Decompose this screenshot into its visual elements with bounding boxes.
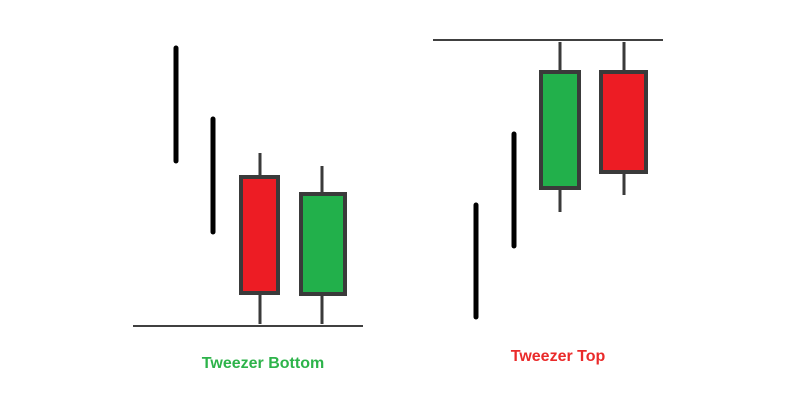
candle-body bbox=[539, 70, 581, 190]
bullish-candle bbox=[539, 42, 581, 212]
tweezer-top-pattern bbox=[433, 39, 663, 320]
tweezer-bottom-caption: Tweezer Bottom bbox=[201, 355, 325, 372]
candle-body bbox=[599, 70, 648, 174]
bearish-candle bbox=[599, 42, 648, 195]
tweezer-bottom-pattern bbox=[133, 45, 363, 327]
tweezer-top-caption: Tweezer Top bbox=[510, 348, 606, 365]
candle-body bbox=[239, 175, 280, 295]
bearish-candle bbox=[239, 153, 280, 324]
candle-body bbox=[299, 192, 347, 296]
bullish-candle bbox=[299, 166, 347, 324]
